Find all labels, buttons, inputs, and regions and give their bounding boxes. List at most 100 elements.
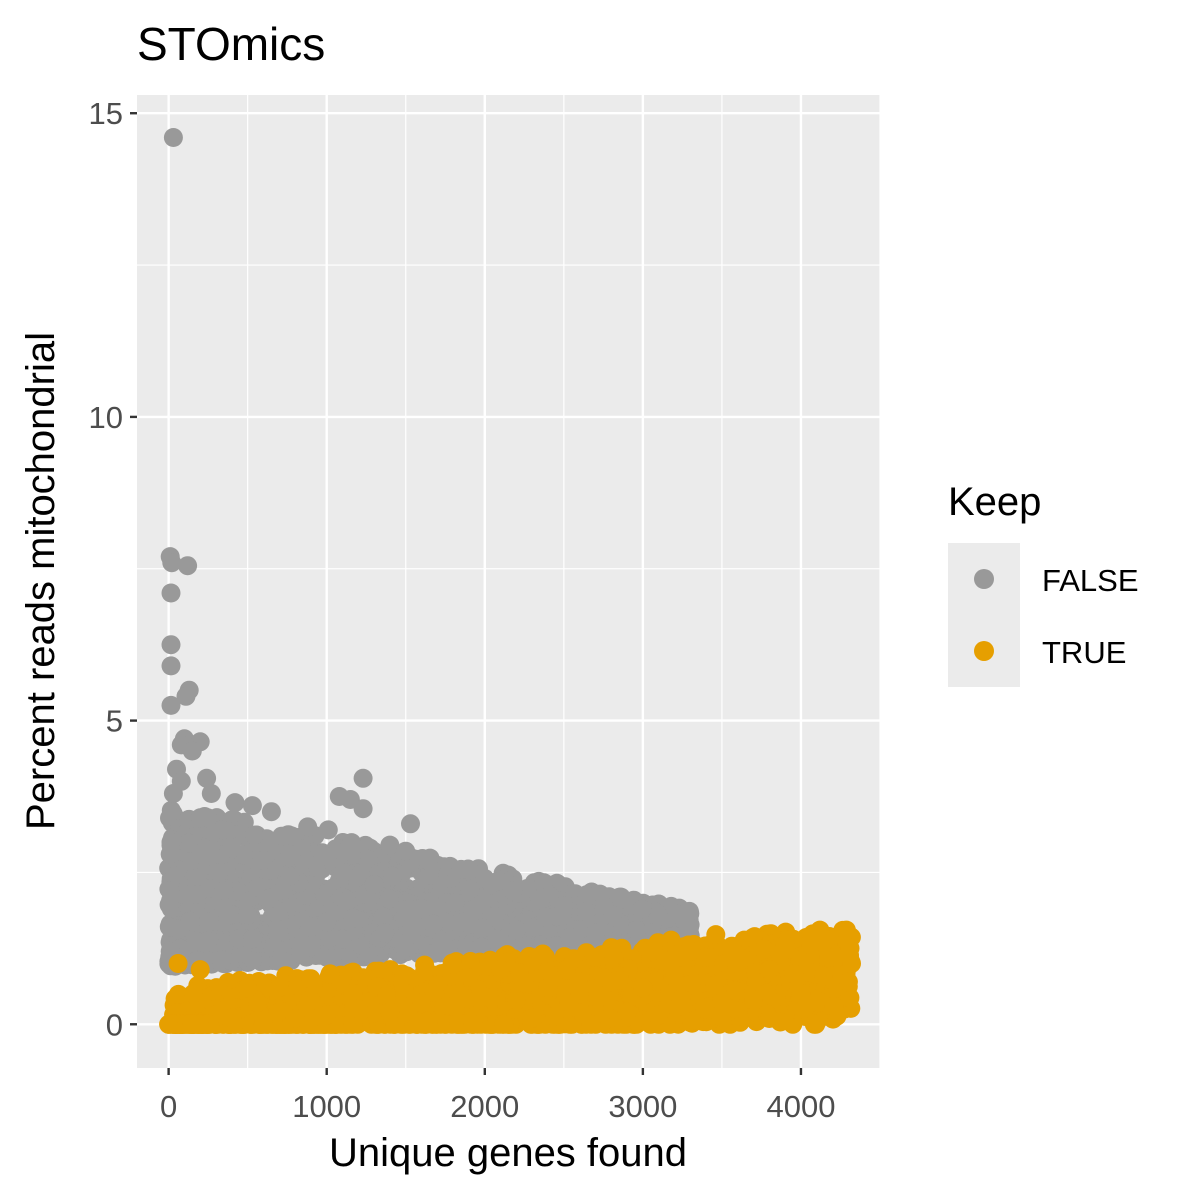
false-point <box>485 906 505 926</box>
true-point <box>285 1008 305 1028</box>
false-point <box>259 889 279 909</box>
true-point <box>770 1012 790 1032</box>
false-point <box>353 799 373 819</box>
false-point <box>418 850 438 870</box>
false-point <box>212 950 231 970</box>
legend-label-false: FALSE <box>1042 563 1139 598</box>
false-point <box>282 826 302 846</box>
false-point <box>301 917 321 937</box>
false-point <box>243 929 263 949</box>
true-point <box>491 960 511 980</box>
false-point <box>197 768 217 788</box>
false-point <box>162 553 182 573</box>
true-point <box>424 982 444 1002</box>
true-point <box>824 948 844 967</box>
axis-ticks: 0 1000 2000 3000 4000 0 5 10 15 <box>89 96 836 1124</box>
false-point <box>611 889 631 909</box>
false-point <box>315 846 335 866</box>
legend: Keep FALSE TRUE <box>948 480 1139 687</box>
false-point <box>445 893 465 912</box>
true-point <box>494 1014 514 1034</box>
chart-title: STOmics <box>137 18 325 70</box>
true-point <box>570 984 590 1004</box>
false-point <box>179 833 198 853</box>
true-point <box>320 964 340 984</box>
true-point <box>538 978 558 998</box>
true-point <box>793 1000 813 1019</box>
false-point <box>186 931 206 951</box>
false-point <box>165 866 185 886</box>
true-point <box>840 988 860 1008</box>
true-point <box>380 1002 400 1022</box>
false-point <box>632 899 652 919</box>
false-point <box>163 784 183 803</box>
false-point <box>160 917 179 937</box>
true-point <box>814 966 833 986</box>
false-point <box>343 908 363 928</box>
true-point <box>506 990 526 1010</box>
false-point <box>674 908 694 928</box>
false-point <box>231 943 251 963</box>
false-point <box>318 820 338 840</box>
true-point <box>824 997 844 1016</box>
false-point <box>560 928 580 947</box>
false-point <box>242 796 262 816</box>
false-point <box>383 866 403 886</box>
false-point <box>412 899 432 919</box>
false-point <box>396 841 416 861</box>
false-point <box>180 911 200 931</box>
x-tick-label: 1000 <box>292 1089 361 1124</box>
true-point <box>301 969 321 989</box>
false-point <box>302 931 321 950</box>
false-point <box>244 825 264 845</box>
true-point <box>222 1008 242 1028</box>
legend-label-true: TRUE <box>1042 635 1126 670</box>
false-point <box>379 889 399 909</box>
false-point <box>163 128 183 147</box>
false-point <box>350 935 370 955</box>
true-point <box>705 975 725 995</box>
x-tick-label: 0 <box>160 1089 177 1124</box>
false-point <box>357 849 377 869</box>
true-point <box>168 954 188 973</box>
x-tick-label: 3000 <box>608 1089 677 1124</box>
true-point <box>617 1002 637 1022</box>
true-point <box>754 939 774 959</box>
true-point <box>775 935 795 955</box>
true-point <box>365 1002 385 1022</box>
true-point <box>712 990 732 1010</box>
y-tick-label: 0 <box>106 1007 123 1042</box>
true-point <box>159 1014 179 1034</box>
true-point <box>514 973 534 993</box>
true-point <box>696 948 716 967</box>
series-false <box>159 128 700 976</box>
true-point <box>182 1014 202 1034</box>
false-point <box>451 859 471 879</box>
false-point <box>182 741 202 761</box>
false-point <box>280 867 300 886</box>
false-point <box>176 686 196 706</box>
series-true <box>159 920 861 1034</box>
false-point <box>350 864 370 884</box>
true-point <box>671 989 691 1009</box>
false-point <box>261 802 281 822</box>
false-point <box>585 923 605 943</box>
true-point <box>728 954 748 973</box>
true-point <box>838 972 858 992</box>
false-point <box>576 902 596 922</box>
true-point <box>238 978 258 998</box>
false-point <box>554 896 574 916</box>
false-point <box>373 907 393 927</box>
false-point <box>530 890 550 910</box>
true-point <box>317 1005 337 1025</box>
true-point <box>695 999 715 1019</box>
true-point <box>168 984 188 1004</box>
false-point <box>333 863 353 883</box>
false-point <box>506 920 526 940</box>
false-point <box>627 920 646 940</box>
true-point <box>791 984 811 1004</box>
false-point <box>254 850 273 870</box>
false-point <box>207 863 227 883</box>
y-tick-label: 15 <box>89 96 123 131</box>
